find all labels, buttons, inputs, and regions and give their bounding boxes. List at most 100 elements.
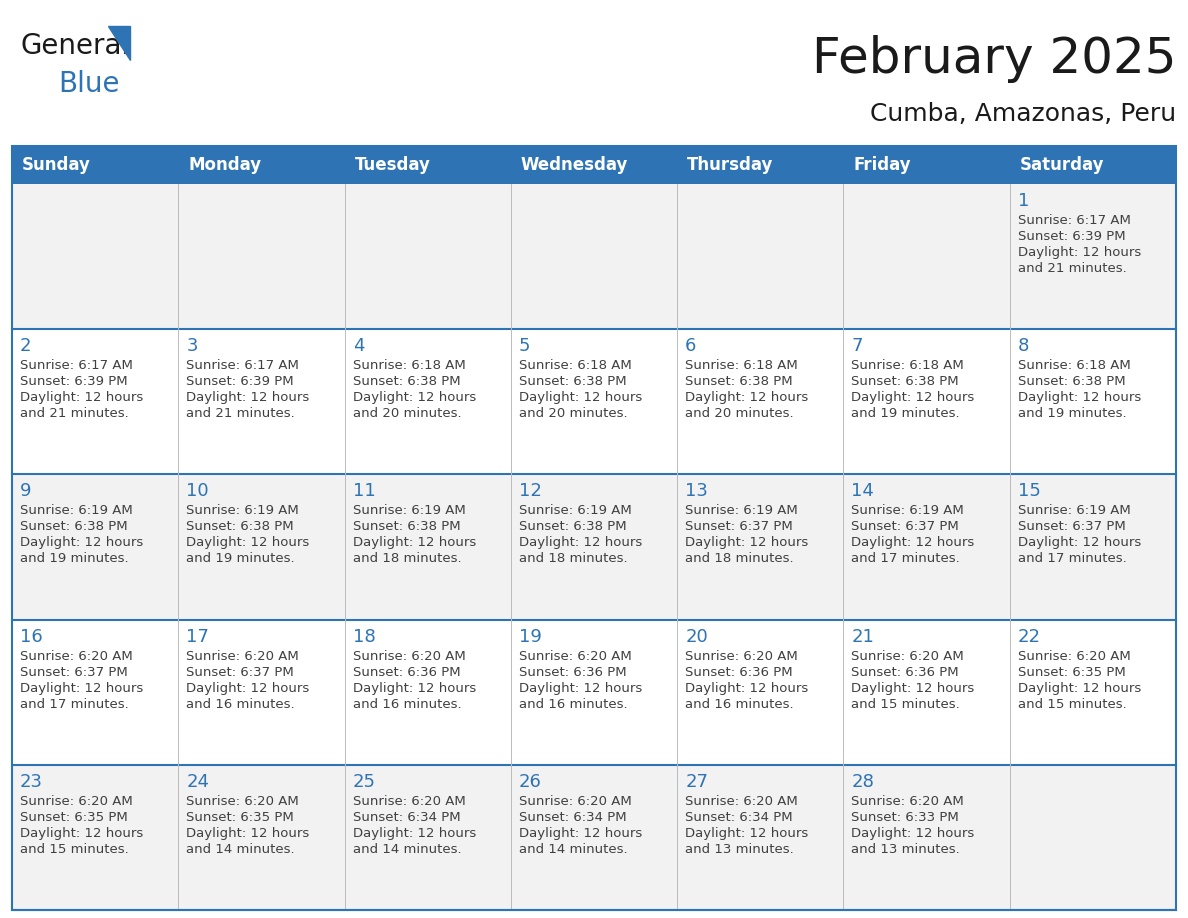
Text: Daylight: 12 hours: Daylight: 12 hours bbox=[187, 391, 310, 404]
Text: Sunrise: 6:20 AM: Sunrise: 6:20 AM bbox=[353, 650, 466, 663]
Bar bbox=[12, 475, 178, 620]
Bar bbox=[345, 765, 511, 910]
Text: 6: 6 bbox=[685, 337, 696, 355]
Text: Sunset: 6:37 PM: Sunset: 6:37 PM bbox=[852, 521, 959, 533]
Text: and 18 minutes.: and 18 minutes. bbox=[353, 553, 461, 565]
Text: Daylight: 12 hours: Daylight: 12 hours bbox=[852, 536, 974, 549]
Bar bbox=[677, 475, 843, 620]
Bar bbox=[1010, 620, 1176, 765]
Text: Daylight: 12 hours: Daylight: 12 hours bbox=[20, 391, 144, 404]
Text: Sunset: 6:36 PM: Sunset: 6:36 PM bbox=[519, 666, 626, 678]
Text: Cumba, Amazonas, Peru: Cumba, Amazonas, Peru bbox=[870, 102, 1176, 126]
Text: and 17 minutes.: and 17 minutes. bbox=[1018, 553, 1126, 565]
Polygon shape bbox=[108, 26, 129, 60]
Text: Sunset: 6:36 PM: Sunset: 6:36 PM bbox=[852, 666, 959, 678]
Bar bbox=[511, 620, 677, 765]
Text: 14: 14 bbox=[852, 482, 874, 500]
Text: Sunday: Sunday bbox=[23, 156, 90, 174]
Text: Daylight: 12 hours: Daylight: 12 hours bbox=[353, 391, 476, 404]
Text: Sunrise: 6:18 AM: Sunrise: 6:18 AM bbox=[353, 359, 466, 372]
Text: Daylight: 12 hours: Daylight: 12 hours bbox=[353, 827, 476, 840]
Text: Sunrise: 6:19 AM: Sunrise: 6:19 AM bbox=[187, 504, 299, 518]
Text: and 16 minutes.: and 16 minutes. bbox=[519, 698, 627, 711]
Text: Sunset: 6:38 PM: Sunset: 6:38 PM bbox=[519, 521, 626, 533]
Text: 4: 4 bbox=[353, 337, 364, 355]
Bar bbox=[843, 475, 1010, 620]
Text: 24: 24 bbox=[187, 773, 209, 790]
Text: Daylight: 12 hours: Daylight: 12 hours bbox=[852, 391, 974, 404]
Text: 28: 28 bbox=[852, 773, 874, 790]
Bar bbox=[345, 475, 511, 620]
Bar bbox=[677, 620, 843, 765]
Bar bbox=[178, 475, 345, 620]
Text: Sunset: 6:33 PM: Sunset: 6:33 PM bbox=[852, 811, 959, 823]
Bar bbox=[511, 330, 677, 475]
Bar bbox=[511, 475, 677, 620]
Text: Sunrise: 6:20 AM: Sunrise: 6:20 AM bbox=[519, 650, 632, 663]
Text: and 14 minutes.: and 14 minutes. bbox=[353, 843, 461, 856]
Text: Daylight: 12 hours: Daylight: 12 hours bbox=[353, 681, 476, 695]
Text: Wednesday: Wednesday bbox=[520, 156, 628, 174]
Text: 5: 5 bbox=[519, 337, 530, 355]
Bar bbox=[178, 184, 345, 330]
Text: and 14 minutes.: and 14 minutes. bbox=[187, 843, 295, 856]
Text: Sunrise: 6:20 AM: Sunrise: 6:20 AM bbox=[20, 650, 133, 663]
Bar bbox=[511, 765, 677, 910]
Text: Sunset: 6:38 PM: Sunset: 6:38 PM bbox=[353, 375, 460, 388]
Text: 2: 2 bbox=[20, 337, 32, 355]
Text: 16: 16 bbox=[20, 628, 43, 645]
Text: Sunrise: 6:20 AM: Sunrise: 6:20 AM bbox=[20, 795, 133, 808]
Text: 23: 23 bbox=[20, 773, 43, 790]
Text: Daylight: 12 hours: Daylight: 12 hours bbox=[20, 536, 144, 549]
Text: and 19 minutes.: and 19 minutes. bbox=[20, 553, 128, 565]
Text: Sunrise: 6:20 AM: Sunrise: 6:20 AM bbox=[187, 795, 299, 808]
Text: Sunrise: 6:18 AM: Sunrise: 6:18 AM bbox=[685, 359, 798, 372]
Text: Daylight: 12 hours: Daylight: 12 hours bbox=[685, 827, 808, 840]
Text: Daylight: 12 hours: Daylight: 12 hours bbox=[685, 681, 808, 695]
Text: and 19 minutes.: and 19 minutes. bbox=[852, 408, 960, 420]
Text: 13: 13 bbox=[685, 482, 708, 500]
Text: Tuesday: Tuesday bbox=[354, 156, 430, 174]
Text: Daylight: 12 hours: Daylight: 12 hours bbox=[1018, 246, 1140, 259]
Text: and 18 minutes.: and 18 minutes. bbox=[685, 553, 794, 565]
Text: Sunrise: 6:17 AM: Sunrise: 6:17 AM bbox=[187, 359, 299, 372]
Text: and 21 minutes.: and 21 minutes. bbox=[187, 408, 295, 420]
Bar bbox=[12, 146, 1176, 910]
Bar bbox=[677, 184, 843, 330]
Text: February 2025: February 2025 bbox=[811, 35, 1176, 83]
Bar bbox=[1010, 184, 1176, 330]
Text: Sunrise: 6:18 AM: Sunrise: 6:18 AM bbox=[519, 359, 632, 372]
Text: Sunset: 6:38 PM: Sunset: 6:38 PM bbox=[852, 375, 959, 388]
Text: and 17 minutes.: and 17 minutes. bbox=[20, 698, 128, 711]
Text: Sunset: 6:35 PM: Sunset: 6:35 PM bbox=[1018, 666, 1125, 678]
Bar bbox=[345, 620, 511, 765]
Text: Sunrise: 6:20 AM: Sunrise: 6:20 AM bbox=[685, 795, 798, 808]
Text: and 13 minutes.: and 13 minutes. bbox=[685, 843, 794, 856]
Text: Sunrise: 6:19 AM: Sunrise: 6:19 AM bbox=[1018, 504, 1131, 518]
Text: and 21 minutes.: and 21 minutes. bbox=[20, 408, 128, 420]
Text: Daylight: 12 hours: Daylight: 12 hours bbox=[685, 391, 808, 404]
Text: Daylight: 12 hours: Daylight: 12 hours bbox=[187, 536, 310, 549]
Text: and 17 minutes.: and 17 minutes. bbox=[852, 553, 960, 565]
Text: Daylight: 12 hours: Daylight: 12 hours bbox=[353, 536, 476, 549]
Text: 7: 7 bbox=[852, 337, 862, 355]
Bar bbox=[843, 330, 1010, 475]
Text: 3: 3 bbox=[187, 337, 197, 355]
Text: Sunset: 6:37 PM: Sunset: 6:37 PM bbox=[20, 666, 128, 678]
Text: Daylight: 12 hours: Daylight: 12 hours bbox=[519, 681, 642, 695]
Text: and 16 minutes.: and 16 minutes. bbox=[685, 698, 794, 711]
Text: Monday: Monday bbox=[188, 156, 261, 174]
Text: Thursday: Thursday bbox=[687, 156, 773, 174]
Bar bbox=[843, 765, 1010, 910]
Text: Sunset: 6:36 PM: Sunset: 6:36 PM bbox=[685, 666, 792, 678]
Bar bbox=[12, 184, 178, 330]
Text: and 21 minutes.: and 21 minutes. bbox=[1018, 262, 1126, 275]
Bar bbox=[178, 620, 345, 765]
Bar bbox=[1010, 330, 1176, 475]
Text: Sunset: 6:34 PM: Sunset: 6:34 PM bbox=[353, 811, 460, 823]
Text: 19: 19 bbox=[519, 628, 542, 645]
Text: Daylight: 12 hours: Daylight: 12 hours bbox=[1018, 391, 1140, 404]
Text: and 18 minutes.: and 18 minutes. bbox=[519, 553, 627, 565]
Bar bbox=[178, 330, 345, 475]
Text: Daylight: 12 hours: Daylight: 12 hours bbox=[852, 681, 974, 695]
